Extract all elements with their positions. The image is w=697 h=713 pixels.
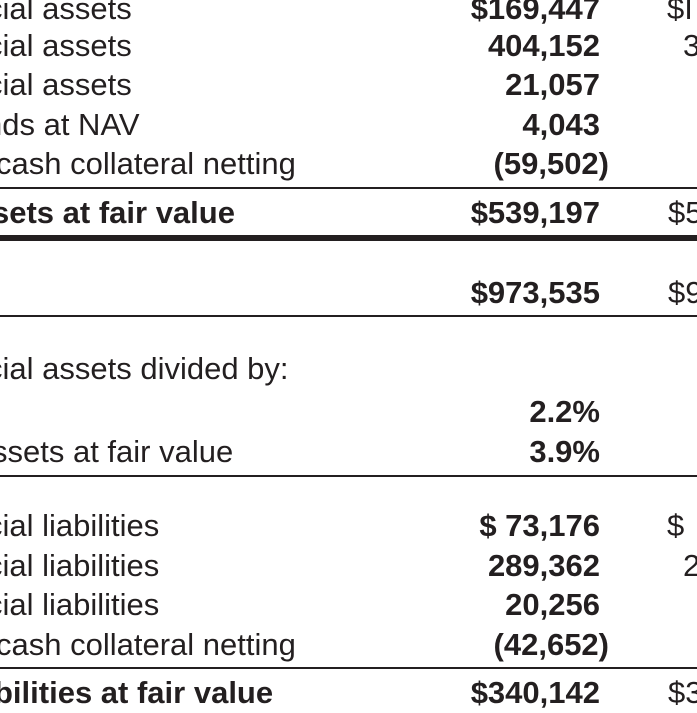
prior-year-value: $5	[668, 195, 697, 230]
row-label: cial assets	[0, 67, 132, 102]
prior-year-value: $	[667, 508, 685, 543]
divider	[0, 667, 697, 669]
section-label: cial assets divided by:	[0, 351, 289, 386]
ratio-header: cial assets divided by:	[0, 349, 697, 389]
total-assets-row: sets at fair value $539,197 $5	[0, 193, 697, 233]
table-row: cial assets 404,152 3	[0, 26, 697, 66]
divider	[0, 315, 697, 317]
row-value: (59,502)	[493, 146, 609, 181]
prior-year-value: 2	[683, 548, 697, 583]
table-row: cial assets $169,447 $I	[0, 0, 697, 29]
divider	[0, 475, 697, 477]
row-label: cial liabilities	[0, 587, 160, 622]
row-value: $539,197	[470, 195, 600, 230]
ratio-row: ssets at fair value 3.9%	[0, 432, 697, 472]
row-value: $ 73,176	[479, 508, 600, 543]
prior-year-value: $9	[668, 275, 697, 310]
row-label: nds at NAV	[0, 107, 140, 142]
table-row: nds at NAV 4,043	[0, 105, 697, 145]
row-value: $340,142	[470, 675, 600, 710]
table-row: cial liabilities 20,256	[0, 585, 697, 625]
prior-year-value: $I	[667, 0, 693, 26]
row-label: cial liabilities	[0, 548, 160, 583]
table-row: cial liabilities 289,362 2	[0, 546, 697, 586]
row-label: cial liabilities	[0, 508, 160, 543]
table-row: cash collateral netting (59,502)	[0, 144, 697, 184]
row-label: cial assets	[0, 0, 132, 26]
row-label: cial assets	[0, 28, 132, 63]
row-label: cash collateral netting	[0, 146, 296, 181]
grand-total-row: $973,535 $9	[0, 273, 697, 313]
row-value: 20,256	[505, 587, 600, 622]
thick-divider	[0, 235, 697, 241]
divider	[0, 187, 697, 189]
row-value: $169,447	[470, 0, 600, 26]
ratio-row: 2.2%	[0, 392, 697, 432]
row-value: 404,152	[487, 28, 600, 63]
table-row: cial assets 21,057	[0, 65, 697, 105]
row-value: 4,043	[522, 107, 600, 142]
prior-year-value: $3	[668, 675, 697, 710]
row-label: bilities at fair value	[0, 675, 274, 710]
row-value: 3.9%	[529, 434, 600, 469]
row-label: cash collateral netting	[0, 627, 296, 662]
row-value: $973,535	[470, 275, 600, 310]
row-value: 21,057	[505, 67, 600, 102]
table-row: cial liabilities $ 73,176 $	[0, 506, 697, 546]
row-label: sets at fair value	[0, 195, 235, 230]
row-value: 289,362	[487, 548, 600, 583]
prior-year-value: 3	[683, 28, 697, 63]
total-liabilities-row: bilities at fair value $340,142 $3	[0, 673, 697, 713]
row-value: 2.2%	[529, 394, 600, 429]
row-label: ssets at fair value	[0, 434, 234, 469]
row-value: (42,652)	[493, 627, 609, 662]
table-row: cash collateral netting (42,652)	[0, 625, 697, 665]
